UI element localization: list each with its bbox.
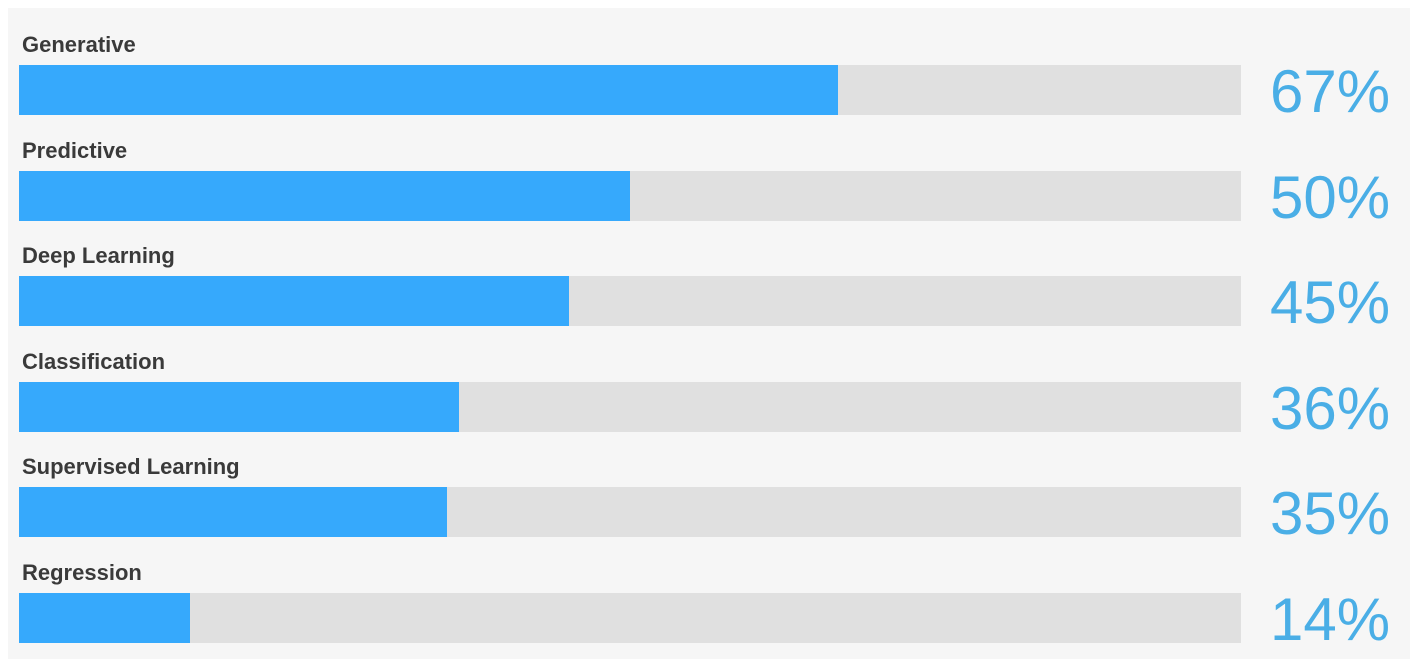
bar-row: Supervised Learning 35% <box>8 430 1410 546</box>
value-label: 14% <box>1270 585 1391 653</box>
value-label: 36% <box>1270 374 1391 442</box>
bar-track <box>19 487 1241 537</box>
bar-row: Generative 67% <box>8 8 1410 124</box>
bar-track <box>19 592 1241 643</box>
bar-fill <box>19 170 630 221</box>
bar-row: Deep Learning 45% <box>8 219 1410 335</box>
bar-track <box>19 170 1241 221</box>
bar-row: Classification 36% <box>8 325 1410 440</box>
category-label: Classification <box>22 348 166 374</box>
value-label: 45% <box>1270 269 1391 336</box>
category-label: Generative <box>22 32 136 57</box>
bar-track <box>19 65 1241 115</box>
category-label: Regression <box>22 559 142 585</box>
value-label: 35% <box>1270 480 1391 547</box>
category-label: Deep Learning <box>22 243 175 268</box>
bar-fill <box>19 592 191 643</box>
bar-row: Predictive 50% <box>8 114 1410 229</box>
value-label: 67% <box>1270 58 1391 125</box>
category-label: Supervised Learning <box>22 454 240 479</box>
bar-track <box>19 276 1241 326</box>
value-label: 50% <box>1270 163 1391 231</box>
bar-track <box>19 381 1241 432</box>
bar-fill <box>19 487 447 537</box>
bar-fill <box>19 65 838 115</box>
bar-row: Regression 14% <box>8 536 1410 651</box>
bar-chart-panel: Generative 67% Predictive 50% Deep Learning 4… <box>8 8 1410 659</box>
bar-fill <box>19 381 459 432</box>
bar-fill <box>19 276 569 326</box>
category-label: Predictive <box>22 137 128 163</box>
